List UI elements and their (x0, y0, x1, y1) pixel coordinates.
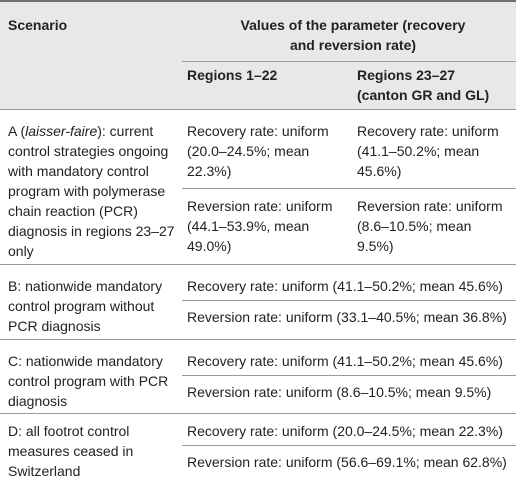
scenario-a-reversion-regions-23-27: Reversion rate: uniform (8.6–10.5%; mean… (357, 198, 503, 254)
scenario-a-cell: A (laisser-faire): current control strat… (8, 121, 184, 261)
scenario-b-recovery: Recovery rate: uniform (41.1–50.2%; mean… (187, 278, 503, 294)
scenario-b-inner-rule (182, 300, 516, 301)
scenario-c-inner-rule (182, 375, 516, 376)
scenario-a-prefix: A ( (8, 123, 26, 139)
scenario-d-recovery: Recovery rate: uniform (20.0–24.5%; mean… (187, 423, 503, 439)
scenario-d-label: D: all footrot control measures ceased i… (8, 423, 134, 479)
scenario-a-inner-rule (182, 188, 516, 189)
row-c-bottom-rule (0, 413, 516, 414)
scenario-c-label: C: nationwide mandatory control program … (8, 353, 169, 409)
scenario-a-recovery-regions-23-27: Recovery rate: uniform (41.1–50.2%; mean… (357, 123, 499, 179)
scenario-a-reversion-regions-1-22: Reversion rate: uniform (44.1–53.9%, mea… (187, 198, 333, 254)
table-header-background (0, 0, 516, 109)
scenario-b-reversion: Reversion rate: uniform (33.1–40.5%; mea… (187, 309, 507, 325)
scenario-a-suffix: ): current control strategies ongoing wi… (8, 123, 175, 259)
scenario-c-recovery: Recovery rate: uniform (41.1–50.2%; mean… (187, 353, 503, 369)
row-b-bottom-rule (0, 339, 516, 340)
scenario-a-laisser-faire: laisser-faire (25, 123, 98, 139)
scenario-d-inner-rule (182, 445, 516, 446)
header-regions-1-22: Regions 1–22 (187, 67, 278, 83)
header-sub-rule (182, 61, 516, 62)
header-regions-23-27: Regions 23–27 (canton GR and GL) (357, 67, 490, 103)
scenario-a-recovery-regions-1-22: Recovery rate: uniform (20.0–24.5%; mean… (187, 123, 329, 179)
scenario-d-reversion: Reversion rate: uniform (56.6–69.1%; mea… (187, 454, 507, 470)
header-scenario: Scenario (8, 17, 68, 33)
header-values-of-parameter: Values of the parameter (recovery and re… (240, 17, 466, 53)
scenario-c-reversion: Reversion rate: uniform (8.6–10.5%; mean… (187, 384, 492, 400)
scenario-b-label: B: nationwide mandatory control program … (8, 278, 163, 334)
header-bottom-rule (0, 109, 516, 110)
table-top-rule (0, 0, 516, 2)
row-a-bottom-rule (0, 264, 516, 265)
